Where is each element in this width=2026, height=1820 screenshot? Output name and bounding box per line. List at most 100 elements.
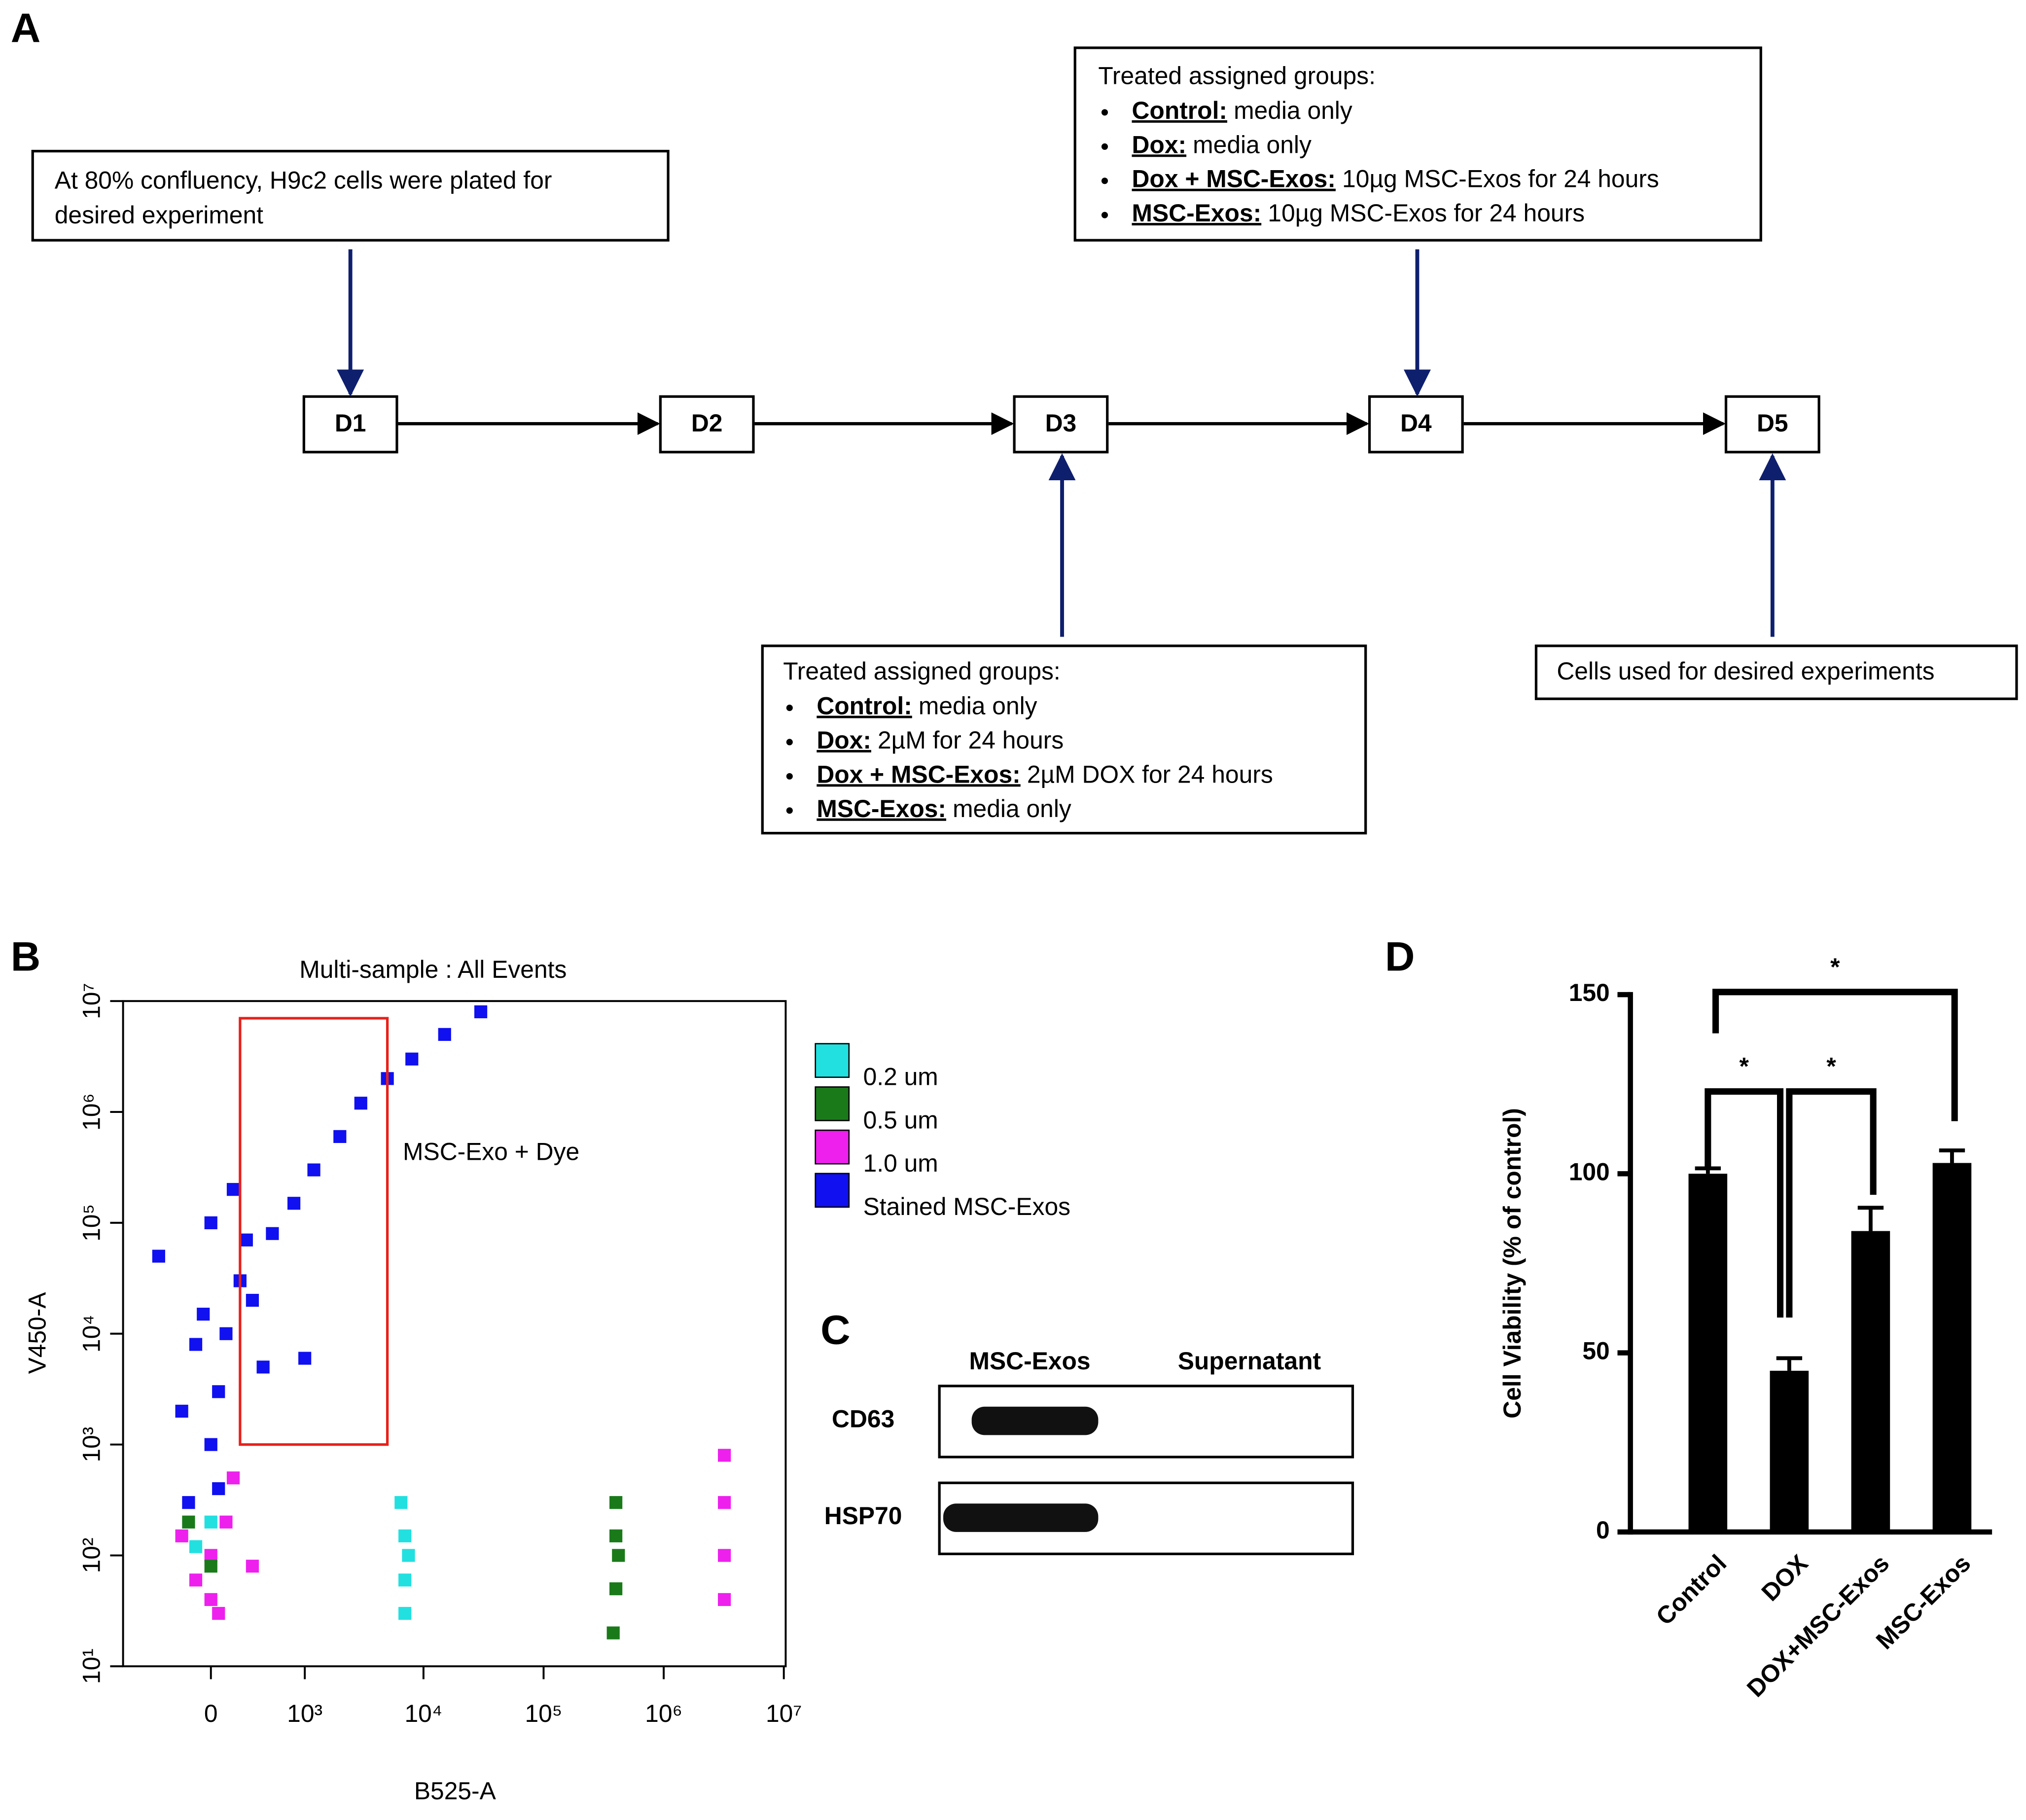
group-name: Dox + MSC-Exos: <box>1132 165 1336 193</box>
significance-bracket <box>1786 1088 1877 1318</box>
y-axis-label: Cell Viability (% of control) <box>1498 1108 1526 1419</box>
event-point <box>718 1549 731 1562</box>
bullet <box>1101 109 1108 116</box>
event-point <box>612 1549 625 1562</box>
group-text: 10µg MSC-Exos for 24 hours <box>1342 165 1659 193</box>
x-tick-label: Control <box>1651 1549 1732 1631</box>
box <box>1073 46 1762 242</box>
day-label: D5 <box>1757 409 1788 437</box>
event-point <box>204 1593 217 1606</box>
column-header: Supernatant <box>1178 1347 1321 1375</box>
event-point <box>405 1052 419 1066</box>
bullet <box>786 704 793 712</box>
x-tick-label: 10⁵ <box>525 1700 562 1727</box>
event-point <box>354 1097 367 1110</box>
note-item: MSC-Exos: media only <box>817 795 1071 822</box>
event-point <box>609 1496 623 1509</box>
legend-swatch <box>815 1086 850 1121</box>
event-point <box>175 1404 188 1418</box>
note-text: Cells used for desired experiments <box>1557 657 1934 685</box>
bullet <box>786 773 793 780</box>
error-bar <box>1695 1166 1721 1174</box>
day-label: D2 <box>691 409 723 437</box>
event-point <box>609 1529 623 1542</box>
event-point <box>246 1560 259 1573</box>
day-label: D3 <box>1045 409 1077 437</box>
bar <box>1770 1370 1809 1532</box>
group-name: Dox: <box>817 726 871 754</box>
significance-bracket <box>1712 989 1958 1121</box>
y-axis-label: V450-A <box>23 1292 51 1374</box>
event-point <box>226 1471 240 1485</box>
event-point <box>266 1227 279 1240</box>
box <box>761 644 1367 835</box>
box <box>1724 395 1820 454</box>
event-point <box>398 1573 412 1587</box>
x-tick-label: 10⁴ <box>404 1700 442 1727</box>
panel-letter: A <box>11 4 41 51</box>
event-point <box>219 1515 233 1529</box>
legend-label: 0.2 um <box>863 1063 938 1090</box>
event-point <box>189 1338 203 1351</box>
gate <box>239 1017 389 1446</box>
box <box>1534 644 2018 700</box>
bullet <box>786 807 793 814</box>
error-bar <box>1857 1206 1884 1231</box>
group-name: MSC-Exos: <box>817 795 946 822</box>
day-label: D4 <box>1400 409 1432 437</box>
event-point <box>204 1515 217 1529</box>
significance-label: * <box>1826 1053 1836 1080</box>
event-point <box>212 1385 225 1398</box>
event-point <box>394 1496 408 1509</box>
panel-letter: B <box>11 933 41 979</box>
event-point <box>402 1549 415 1562</box>
note-item: Control: media only <box>1132 97 1352 124</box>
box <box>31 149 670 242</box>
group-name: Dox + MSC-Exos: <box>817 761 1020 788</box>
legend-swatch <box>815 1043 850 1078</box>
event-point <box>718 1593 731 1606</box>
event-point <box>182 1515 195 1529</box>
box <box>302 395 398 454</box>
y-tick-label: 50 <box>1582 1337 1609 1365</box>
legend-swatch <box>815 1129 850 1165</box>
event-point <box>219 1327 233 1340</box>
day-label: D1 <box>335 409 366 437</box>
event-point <box>152 1249 165 1263</box>
event-point <box>287 1197 301 1210</box>
event-point <box>398 1606 412 1620</box>
event-point <box>189 1573 203 1587</box>
event-point <box>307 1163 320 1177</box>
row-label: CD63 <box>832 1405 894 1433</box>
significance-label: * <box>1739 1053 1749 1080</box>
y-tick-label: 10⁶ <box>77 1093 105 1131</box>
legend-label: 1.0 um <box>863 1149 938 1177</box>
y-tick-label: 0 <box>1596 1516 1610 1544</box>
group-text: 10µg MSC-Exos for 24 hours <box>1268 199 1585 227</box>
event-point <box>438 1028 451 1041</box>
bar <box>1688 1174 1728 1532</box>
group-text: media only <box>953 795 1071 822</box>
bullet <box>1101 178 1108 184</box>
bar <box>1932 1163 1972 1532</box>
y-tick-label: 10⁷ <box>77 983 105 1019</box>
event-point <box>333 1130 347 1143</box>
event-point <box>609 1582 623 1596</box>
row-label: HSP70 <box>824 1502 902 1530</box>
event-point <box>718 1449 731 1462</box>
group-text: media only <box>1193 131 1312 158</box>
chart-title: Multi-sample : All Events <box>299 956 567 983</box>
event-point <box>175 1529 188 1542</box>
y-tick-label: 10² <box>77 1537 105 1573</box>
event-point <box>718 1496 731 1509</box>
group-name: Dox: <box>1132 131 1187 158</box>
event-point <box>246 1293 259 1307</box>
significance-label: * <box>1830 953 1840 981</box>
note-item: Dox: media only <box>1132 131 1312 158</box>
legend-label: Stained MSC-Exos <box>863 1193 1070 1220</box>
panel-letter: C <box>820 1307 851 1353</box>
y-tick-label: 10⁵ <box>77 1204 105 1242</box>
error-bar <box>1776 1356 1803 1371</box>
